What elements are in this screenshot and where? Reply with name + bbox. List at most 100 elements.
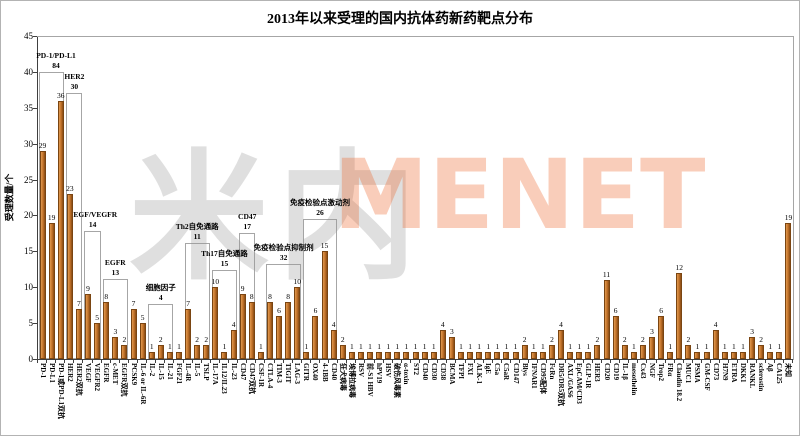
bar-value: 19 [47,213,56,222]
bar-value: 7 [77,299,81,308]
bar [385,352,392,359]
x-tick-mark [328,360,330,363]
x-tick-mark [100,360,102,363]
bar [266,302,273,359]
x-tick-mark [455,360,457,363]
group-label-name: Th17自免通路 [201,248,248,258]
bar [321,251,328,359]
bar-value: 1 [422,342,427,351]
y-tick-mark [33,215,37,217]
x-tick-mark [664,360,666,363]
x-tick-mark [464,360,466,363]
group-label-name: VEGF/VEGFR [67,210,118,220]
bar-value: 2 [759,335,764,344]
bar-value: 2 [340,335,345,344]
y-tick-label: 15 [24,246,33,257]
bar [175,352,182,359]
group-label-name: 免疫检验点激动剂 [289,198,350,208]
bar [412,352,419,359]
x-tick-mark [555,360,557,363]
x-axis-line [37,359,794,360]
x-tick-mark [628,360,630,363]
x-tick-mark [337,360,339,363]
bar-value: 1 [459,342,463,351]
x-tick-mark [528,360,530,363]
x-tick-mark [792,360,793,363]
bar-value: 2 [204,335,209,344]
bar-value: 9 [86,284,90,293]
bar-value: 1 [304,342,309,351]
group-label-name: Th2自免通路 [175,221,219,231]
bar [48,223,55,359]
bar-value: 2 [595,335,600,344]
x-tick-mark [701,360,703,363]
bar [467,352,474,359]
bar [348,352,355,359]
group-label: VEGF/VEGFR 14 [38,210,148,230]
x-tick-mark [491,360,493,363]
x-tick-mark [127,360,129,363]
x-tick-mark [573,360,575,363]
bar [39,151,46,359]
bar [649,337,655,359]
bar [112,337,119,359]
x-tick-mark [591,360,593,363]
x-tick-mark [419,360,421,363]
bar [621,345,628,359]
bar-value: 8 [286,292,291,301]
group-label: 免疫检验点抑制剂 32 [229,243,339,263]
group-label-total: 11 [193,231,201,241]
bar [558,330,565,359]
bar-value: 5 [140,313,145,322]
bar-value: 4 [559,320,563,329]
bar [230,330,237,359]
group-label-total: 30 [70,82,79,92]
bar [694,352,701,359]
x-tick-mark [346,360,348,363]
bar [457,352,464,359]
bar [721,352,728,359]
x-tick-mark [582,360,584,363]
bar-value: 7 [186,299,190,308]
bar [248,302,255,359]
bar [166,352,173,359]
bar-value: 1 [695,342,700,351]
x-tick-mark [91,360,93,363]
bar-value: 1 [486,342,491,351]
y-tick-mark [33,251,37,253]
bar [685,345,692,359]
x-tick-mark [637,360,639,363]
bar-value: 1 [741,342,745,351]
bar-value: 1 [404,342,409,351]
plot-top-border [37,36,794,37]
bar-value: 6 [613,306,618,315]
x-tick-mark [600,360,602,363]
bar [676,273,683,359]
bar-value: 1 [477,342,482,351]
bar [603,280,610,359]
x-tick-mark [437,360,439,363]
y-tick-mark [33,323,37,325]
bar [776,352,783,359]
x-tick-mark [500,360,502,363]
y-tick-mark [33,143,37,145]
bar-value: 1 [349,342,354,351]
bar [212,287,219,359]
bar [585,352,592,359]
x-tick-mark [64,360,66,363]
y-tick-label: 10 [24,282,33,293]
group-label: Th2自免通路 11 [142,222,252,242]
group-label: Th17自免通路 15 [169,249,279,269]
bar [367,352,374,359]
x-tick-mark [719,360,721,363]
x-tick-mark [273,360,275,363]
x-tick-mark [318,360,320,363]
bar [567,352,574,359]
y-tick-mark [33,287,37,289]
bar [194,345,201,359]
bar [357,352,364,359]
bar [658,316,665,359]
bar-value: 6 [277,306,281,315]
group-label-total: 4 [158,292,163,302]
